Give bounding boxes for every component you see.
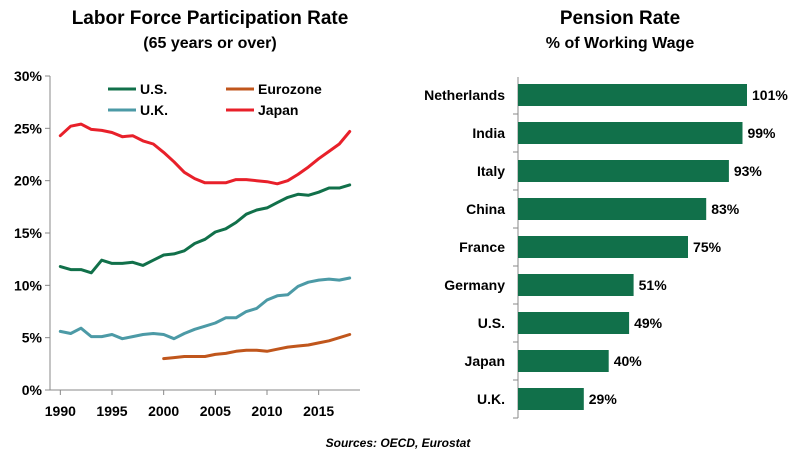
y-tick-label: 10% [14, 277, 43, 293]
line-chart-title: Labor Force Participation Rate [72, 8, 349, 29]
bar-italy [518, 160, 729, 182]
bar-japan [518, 350, 609, 372]
y-axis-ticks: 0% 5% 10% 15% 20% 25% 30% [14, 68, 50, 398]
x-tick-label: 1990 [45, 403, 76, 419]
category-label-netherlands: Netherlands [424, 87, 505, 103]
bar-india [518, 122, 743, 144]
bar-france [518, 236, 688, 258]
x-axis-ticks: 1990 1995 2000 2005 2010 2015 [45, 390, 334, 419]
y-tick-label: 30% [14, 68, 43, 84]
series-lines [58, 122, 352, 361]
legend-label-eurozone: Eurozone [258, 81, 322, 97]
y-tick-label: 0% [22, 382, 43, 398]
bars: Netherlands 101% India 99% Italy 93% China 83% F… [424, 84, 788, 419]
category-label-china: China [466, 201, 505, 217]
bar-u-k [518, 388, 584, 410]
labor-force-line-chart: Labor Force Participation Rate (65 years… [14, 8, 360, 419]
y-tick-label: 5% [22, 330, 43, 346]
category-label-india: India [472, 125, 505, 141]
bar-value-label-france: 75% [693, 239, 722, 255]
bar-value-label-u-k: 29% [589, 391, 618, 407]
category-label-italy: Italy [477, 163, 505, 179]
bar-chart-subtitle: % of Working Wage [546, 35, 695, 52]
x-tick-label: 2010 [251, 403, 282, 419]
category-label-france: France [459, 239, 505, 255]
bar-chart-title: Pension Rate [560, 8, 680, 29]
bar-value-label-germany: 51% [639, 277, 668, 293]
bar-china [518, 198, 707, 220]
x-tick-label: 2015 [303, 403, 334, 419]
bar-value-label-japan: 40% [614, 353, 643, 369]
y-tick-label: 20% [14, 173, 43, 189]
bar-value-label-india: 99% [747, 125, 776, 141]
y-tick-label: 15% [14, 225, 43, 241]
legend-label-u-k: U.K. [140, 102, 168, 118]
category-label-germany: Germany [444, 277, 505, 293]
bar-value-label-china: 83% [711, 201, 740, 217]
series-line-eurozone [162, 333, 352, 361]
bar-value-label-u-s: 49% [634, 315, 663, 331]
legend-label-japan: Japan [258, 102, 298, 118]
pension-rate-bar-chart: Pension Rate % of Working Wage Netherlan… [424, 8, 788, 419]
x-tick-label: 2000 [148, 403, 179, 419]
legend-label-u-s: U.S. [140, 81, 167, 97]
series-line-japan [58, 122, 352, 186]
legend: U.S. Eurozone U.K. Japan [108, 81, 322, 118]
x-tick-label: 1995 [96, 403, 127, 419]
series-line-u-k [58, 276, 352, 341]
line-chart-subtitle: (65 years or over) [143, 35, 276, 52]
category-label-u-k: U.K. [477, 391, 505, 407]
bar-value-label-netherlands: 101% [752, 87, 788, 103]
y-tick-label: 25% [14, 120, 43, 136]
category-label-u-s: U.S. [478, 315, 505, 331]
bar-u-s [518, 312, 630, 334]
series-line-u-s [58, 183, 352, 275]
bar-netherlands [518, 84, 747, 106]
x-tick-label: 2005 [200, 403, 231, 419]
category-label-japan: Japan [465, 353, 505, 369]
source-note: Sources: OECD, Eurostat [326, 436, 472, 450]
bar-value-label-italy: 93% [734, 163, 763, 179]
bar-germany [518, 274, 634, 296]
